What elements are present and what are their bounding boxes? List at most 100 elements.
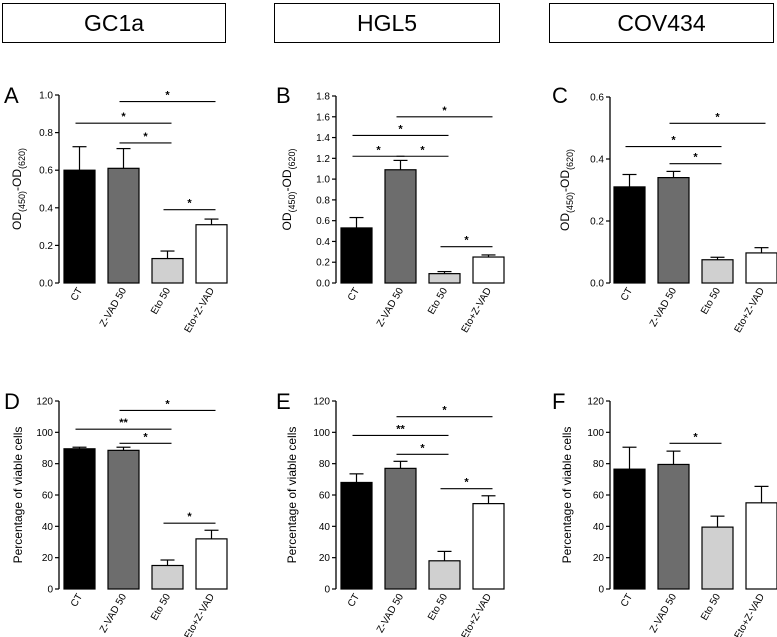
category-label: Eto+Z-VAD xyxy=(460,592,495,637)
category-label: Eto 50 xyxy=(149,592,173,623)
significance-marker: * xyxy=(165,90,170,102)
category-label: Eto 50 xyxy=(149,286,173,317)
y-tick-label: 1.8 xyxy=(316,92,330,103)
bar-4 xyxy=(195,538,228,590)
category-label: Z-VAD 50 xyxy=(648,592,679,635)
bar-1 xyxy=(613,468,646,590)
significance-marker: * xyxy=(143,431,148,443)
bar-3 xyxy=(428,560,461,590)
category-label: CT xyxy=(346,286,362,303)
y-tick-label: 80 xyxy=(319,459,331,470)
y-tick-label: 60 xyxy=(593,491,605,502)
category-label: CT xyxy=(619,286,635,303)
category-label: CT xyxy=(619,592,635,609)
y-tick-label: 1.2 xyxy=(316,154,330,165)
y-tick-label: 0.8 xyxy=(39,128,53,139)
significance-marker: * xyxy=(420,442,425,454)
panel-label: A xyxy=(4,83,19,108)
chart-panel-b: B 0.0 0.2 0.4 0.6 0.8 1.0 1.2 1.4 1.6 1.8 OD(450)-O… xyxy=(276,83,505,335)
y-axis-title-part: (450) xyxy=(287,192,297,213)
y-tick-label: 100 xyxy=(36,428,53,439)
chart-panel-d: D 0 20 40 60 80 100 120 Percentage of viable cel… xyxy=(4,389,228,637)
category-label: Z-VAD 50 xyxy=(648,286,679,329)
y-tick-label: 100 xyxy=(587,428,604,439)
y-axis-title-part: OD xyxy=(10,212,24,230)
bar-2 xyxy=(384,467,417,590)
bar-2 xyxy=(384,169,417,284)
significance-marker: ** xyxy=(396,423,405,435)
category-label: CT xyxy=(346,592,362,609)
significance-marker: * xyxy=(715,111,720,123)
y-tick-label: 0.2 xyxy=(590,217,604,228)
y-axis-title: Percentage of viable cells xyxy=(285,427,299,564)
y-axis-title: OD(450)-OD(620) xyxy=(10,148,27,230)
y-tick-label: 40 xyxy=(593,522,605,533)
significance-marker: * xyxy=(376,144,381,156)
bar-4 xyxy=(745,502,777,590)
category-label: Z-VAD 50 xyxy=(98,286,129,329)
y-tick-label: 0.4 xyxy=(590,155,604,166)
y-tick-label: 0.6 xyxy=(590,93,604,104)
y-tick-label: 1.6 xyxy=(316,112,330,123)
bar-4 xyxy=(195,224,228,284)
column-header-label: HGL5 xyxy=(356,9,418,36)
y-tick-label: 120 xyxy=(587,397,604,408)
chart-panel-a: A 0.0 0.2 0.4 0.6 0.8 1.0 OD(450)-OD(620) CT Z-VA… xyxy=(4,83,228,335)
significance-marker: * xyxy=(442,105,447,117)
significance-marker: * xyxy=(693,431,698,443)
y-tick-label: 120 xyxy=(36,397,53,408)
y-tick-label: 0.0 xyxy=(316,279,330,290)
y-axis-title-part: (620) xyxy=(17,148,27,169)
category-label: Eto 50 xyxy=(426,286,450,317)
significance-marker: * xyxy=(671,135,676,147)
bar-4 xyxy=(472,256,505,284)
bar-3 xyxy=(701,526,734,590)
y-axis-title-part: (450) xyxy=(17,191,27,212)
category-label: Z-VAD 50 xyxy=(98,592,129,635)
category-label: Z-VAD 50 xyxy=(375,592,406,635)
panel-label: D xyxy=(4,389,20,414)
y-tick-label: 0.6 xyxy=(39,166,53,177)
y-tick-label: 80 xyxy=(593,459,605,470)
y-tick-label: 1.4 xyxy=(316,133,330,144)
category-label: CT xyxy=(69,592,85,609)
significance-marker: * xyxy=(420,144,425,156)
y-axis-title-part: (620) xyxy=(287,148,297,169)
chart-panel-f: F 0 20 40 60 80 100 120 Percentage of viable cel… xyxy=(552,389,777,637)
y-axis-title-part: -OD xyxy=(558,170,572,192)
significance-marker: * xyxy=(464,235,469,247)
significance-marker: * xyxy=(121,111,126,123)
column-header-label: COV434 xyxy=(617,9,706,36)
significance-marker: * xyxy=(442,405,447,417)
column-header-cov434: COV434 xyxy=(549,3,774,43)
y-tick-label: 60 xyxy=(319,491,331,502)
y-tick-label: 0 xyxy=(598,585,604,596)
category-label: Eto 50 xyxy=(699,286,723,317)
y-tick-label: 0 xyxy=(47,585,53,596)
bar-1 xyxy=(63,448,96,590)
y-tick-label: 0.4 xyxy=(39,203,53,214)
y-axis-title-part: -OD xyxy=(10,169,24,191)
y-tick-label: 20 xyxy=(42,553,54,564)
y-tick-label: 20 xyxy=(319,553,331,564)
y-tick-label: 0.0 xyxy=(590,279,604,290)
category-label: Eto 50 xyxy=(699,592,723,623)
category-label: CT xyxy=(69,286,85,303)
y-tick-label: 1.0 xyxy=(316,175,330,186)
category-label: Eto+Z-VAD xyxy=(183,592,218,637)
bar-1 xyxy=(340,481,373,590)
chart-panel-c: C 0.0 0.2 0.4 0.6 OD(450)-OD(620) CT Z-VAD 50 Et… xyxy=(552,83,777,335)
bar-1 xyxy=(613,186,646,284)
y-axis-title: OD(450)-OD(620) xyxy=(558,149,575,231)
panel-label: F xyxy=(552,389,565,414)
significance-marker: * xyxy=(187,511,192,523)
bar-3 xyxy=(151,564,184,590)
bar-3 xyxy=(428,273,461,284)
y-tick-label: 0.6 xyxy=(316,216,330,227)
bar-4 xyxy=(472,503,505,590)
y-tick-label: 0.2 xyxy=(316,258,330,269)
column-header-hgl5: HGL5 xyxy=(274,3,500,43)
bar-3 xyxy=(701,259,734,284)
panel-label: B xyxy=(276,83,291,108)
y-tick-label: 100 xyxy=(313,428,330,439)
